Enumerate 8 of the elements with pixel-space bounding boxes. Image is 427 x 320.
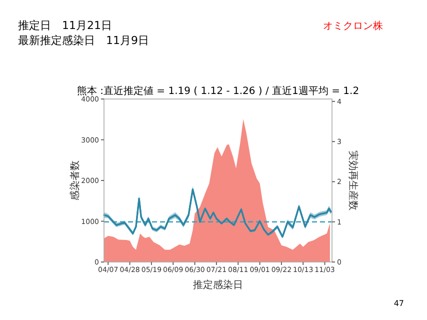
- text: 最新推定感染日 11月9日: [18, 34, 149, 47]
- chart-title: 熊本 :直近推定値 = 1.19 ( 1.12 - 1.26 ) / 直近1週平均 = 1.2: [76, 85, 360, 97]
- text: 47: [394, 299, 404, 308]
- text: オミクロン株: [323, 20, 383, 32]
- y-axis-title: 感染者数: [69, 160, 81, 200]
- text: 推定日 11月21日: [18, 19, 112, 32]
- x-axis-title: 推定感染日: [193, 279, 243, 291]
- y2-axis-title: 実効再生産数: [347, 150, 359, 210]
